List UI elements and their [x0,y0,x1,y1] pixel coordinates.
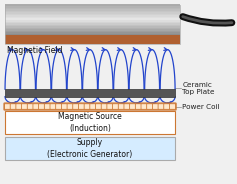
FancyBboxPatch shape [5,32,180,34]
FancyBboxPatch shape [10,104,16,109]
FancyBboxPatch shape [39,104,45,109]
FancyBboxPatch shape [118,104,124,109]
FancyBboxPatch shape [147,104,153,109]
FancyBboxPatch shape [5,111,175,134]
FancyBboxPatch shape [44,104,50,109]
FancyBboxPatch shape [5,17,180,18]
FancyBboxPatch shape [5,18,180,20]
FancyBboxPatch shape [113,104,119,109]
FancyBboxPatch shape [5,104,11,109]
FancyBboxPatch shape [5,137,175,160]
FancyBboxPatch shape [67,104,73,109]
FancyBboxPatch shape [5,21,180,23]
FancyBboxPatch shape [5,20,180,22]
FancyBboxPatch shape [5,36,180,44]
FancyBboxPatch shape [5,24,180,26]
FancyBboxPatch shape [56,104,62,109]
FancyBboxPatch shape [84,104,90,109]
FancyBboxPatch shape [5,9,180,11]
FancyBboxPatch shape [130,104,136,109]
FancyArrowPatch shape [183,17,232,23]
FancyBboxPatch shape [152,104,159,109]
FancyBboxPatch shape [5,7,180,9]
FancyBboxPatch shape [5,15,180,17]
FancyBboxPatch shape [107,104,113,109]
FancyBboxPatch shape [164,104,170,109]
FancyBboxPatch shape [5,4,180,6]
Text: Magnetic Source
(Induction): Magnetic Source (Induction) [58,112,122,133]
FancyBboxPatch shape [78,104,85,109]
FancyBboxPatch shape [141,104,147,109]
FancyBboxPatch shape [5,31,180,32]
FancyBboxPatch shape [5,89,175,97]
Text: Power Coil: Power Coil [182,104,220,109]
FancyBboxPatch shape [73,104,79,109]
FancyBboxPatch shape [5,10,180,12]
FancyBboxPatch shape [16,104,22,109]
FancyBboxPatch shape [5,12,180,14]
FancyBboxPatch shape [5,29,180,31]
FancyBboxPatch shape [135,104,141,109]
FancyArrowPatch shape [183,17,232,23]
FancyBboxPatch shape [5,33,180,36]
FancyBboxPatch shape [5,6,180,8]
FancyBboxPatch shape [169,104,176,109]
FancyBboxPatch shape [5,26,180,28]
FancyBboxPatch shape [158,104,164,109]
FancyBboxPatch shape [27,104,33,109]
FancyBboxPatch shape [124,104,130,109]
FancyBboxPatch shape [22,104,28,109]
FancyBboxPatch shape [5,13,180,15]
Text: Magnetic Field: Magnetic Field [7,46,63,55]
FancyBboxPatch shape [5,23,180,25]
Text: Ceramic
Top Plate: Ceramic Top Plate [182,82,215,95]
FancyBboxPatch shape [61,104,68,109]
FancyBboxPatch shape [33,104,39,109]
FancyBboxPatch shape [96,104,102,109]
FancyBboxPatch shape [101,104,107,109]
Text: Supply
(Electronic Generator): Supply (Electronic Generator) [47,138,133,159]
FancyBboxPatch shape [90,104,96,109]
FancyBboxPatch shape [5,27,180,29]
FancyBboxPatch shape [50,104,56,109]
